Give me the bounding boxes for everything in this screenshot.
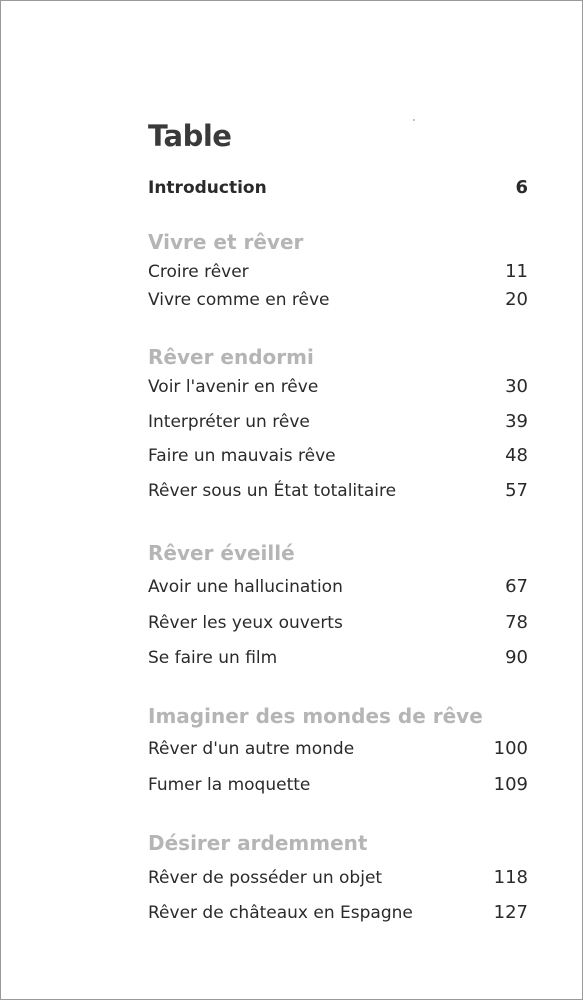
section-heading: Rêver éveillé xyxy=(148,541,295,565)
toc-entry-page: 57 xyxy=(505,480,528,501)
toc-entry-label: Fumer la moquette xyxy=(148,775,311,795)
toc-entry-label: Se faire un film xyxy=(148,648,278,668)
toc-entry-page: 118 xyxy=(493,867,528,888)
toc-entry: Voir l'avenir en rêve 30 xyxy=(148,376,528,397)
toc-entry-label: Rêver d'un autre monde xyxy=(148,739,355,759)
toc-entry-page: 20 xyxy=(505,289,528,310)
toc-entry: Faire un mauvais rêve 48 xyxy=(148,445,528,466)
toc-entry-label: Rêver les yeux ouverts xyxy=(148,613,343,633)
toc-entry-page: 78 xyxy=(505,612,528,633)
toc-entry-introduction: Introduction 6 xyxy=(148,177,528,198)
toc-entry-label: Rêver de châteaux en Espagne xyxy=(148,903,413,923)
toc-entry-page: 67 xyxy=(505,576,528,597)
toc-entry: Avoir une hallucination 67 xyxy=(148,576,528,597)
toc-entry-label: Croire rêver xyxy=(148,262,249,282)
section-heading: Désirer ardemment xyxy=(148,831,368,855)
toc-entry-page: 39 xyxy=(505,411,528,432)
toc-entry-label: Introduction xyxy=(148,178,267,198)
toc-entry: Rêver d'un autre monde 100 xyxy=(148,738,528,759)
toc-entry-label: Vivre comme en rêve xyxy=(148,290,330,310)
toc-entry-label: Rêver de posséder un objet xyxy=(148,868,383,888)
toc-entry: Rêver de posséder un objet 118 xyxy=(148,867,528,888)
toc-entry-page: 48 xyxy=(505,445,528,466)
toc-entry-label: Voir l'avenir en rêve xyxy=(148,377,319,397)
section-heading: Rêver endormi xyxy=(148,345,314,369)
section-heading: Imaginer des mondes de rêve xyxy=(148,704,483,728)
toc-entry-label: Interpréter un rêve xyxy=(148,412,310,432)
toc-title: Table xyxy=(148,119,232,153)
toc-entry-page: 109 xyxy=(493,774,528,795)
toc-entry-label: Faire un mauvais rêve xyxy=(148,446,336,466)
toc-entry: Rêver de châteaux en Espagne 127 xyxy=(148,902,528,923)
toc-entry-page: 6 xyxy=(515,177,528,198)
toc-entry: Se faire un film 90 xyxy=(148,647,528,668)
toc-entry: Vivre comme en rêve 20 xyxy=(148,289,528,310)
toc-entry-page: 90 xyxy=(505,647,528,668)
toc-entry-page: 100 xyxy=(493,738,528,759)
toc-entry: Rêver sous un État totalitaire 57 xyxy=(148,480,528,501)
toc-entry-page: 127 xyxy=(493,902,528,923)
toc-entry: Rêver les yeux ouverts 78 xyxy=(148,612,528,633)
toc-entry-page: 30 xyxy=(505,376,528,397)
toc-entry-page: 11 xyxy=(505,261,528,282)
toc-entry-label: Avoir une hallucination xyxy=(148,577,343,597)
toc-entry: Croire rêver 11 xyxy=(148,261,528,282)
section-heading: Vivre et rêver xyxy=(148,230,304,254)
toc-entry: Fumer la moquette 109 xyxy=(148,774,528,795)
paper-speck xyxy=(413,119,415,121)
toc-entry-label: Rêver sous un État totalitaire xyxy=(148,481,397,501)
toc-entry: Interpréter un rêve 39 xyxy=(148,411,528,432)
